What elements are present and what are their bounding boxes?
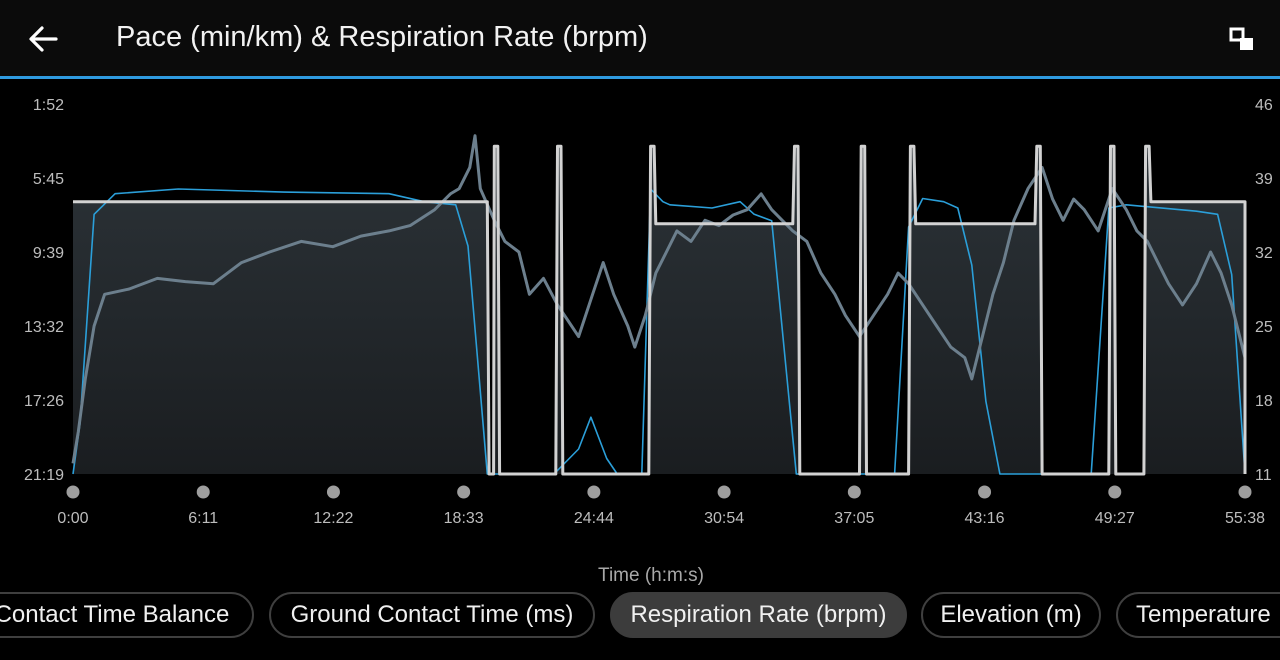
x-tick-label: 24:44 xyxy=(574,510,614,527)
page-title: Pace (min/km) & Respiration Rate (brpm) xyxy=(116,21,648,53)
y-left-tick-label: 1:52 xyxy=(33,97,64,114)
x-tick-label: 6:11 xyxy=(188,510,218,527)
app-header: Pace (min/km) & Respiration Rate (brpm) xyxy=(0,0,1280,78)
chip-label: Ground Contact Time (ms) xyxy=(290,601,574,628)
x-axis-label: Time (h:m:s) xyxy=(598,565,704,586)
y-right-tick-label: 11 xyxy=(1255,467,1272,484)
x-tick-dot xyxy=(196,485,210,499)
y-right-tick-label: 18 xyxy=(1255,393,1273,410)
y-right-tick-label: 46 xyxy=(1255,97,1273,114)
expand-button[interactable] xyxy=(1222,22,1262,58)
x-tick-label: 30:54 xyxy=(704,510,744,527)
metric-chip-row: Contact Time Balance Ground Contact Time… xyxy=(0,592,1280,642)
chip-label: Respiration Rate (brpm) xyxy=(630,601,887,628)
expand-icon xyxy=(1229,27,1253,50)
x-tick-dot xyxy=(1238,485,1252,499)
y-left-tick-label: 9:39 xyxy=(33,245,64,262)
chip-contact-time-balance[interactable]: Contact Time Balance xyxy=(0,592,254,638)
x-tick-label: 55:38 xyxy=(1225,510,1265,527)
chip-respiration-rate[interactable]: Respiration Rate (brpm) xyxy=(610,592,907,638)
series-lap-line xyxy=(73,144,1247,476)
chart-area[interactable]: 1:52 5:45 9:39 13:32 17:26 21:19 46 39 32 25 18 11 0… xyxy=(0,79,1280,609)
chip-ground-contact-time[interactable]: Ground Contact Time (ms) xyxy=(269,592,595,638)
x-tick-dot xyxy=(457,485,471,499)
chip-temperature[interactable]: Temperature xyxy=(1116,592,1280,638)
x-tick-dot xyxy=(847,485,861,499)
back-arrow-icon xyxy=(29,26,58,52)
x-tick-label: 12:22 xyxy=(313,510,353,527)
y-right-tick-label: 32 xyxy=(1255,245,1273,262)
y-right-tick-label: 39 xyxy=(1255,171,1273,188)
y-left-tick-label: 21:19 xyxy=(24,467,64,484)
x-tick-dot xyxy=(66,485,80,499)
back-button[interactable] xyxy=(22,18,68,60)
x-tick-label: 49:27 xyxy=(1095,510,1135,527)
x-tick-dot xyxy=(587,485,601,499)
y-left-tick-label: 13:32 xyxy=(24,319,64,336)
y-right-tick-label: 25 xyxy=(1255,319,1273,336)
header-divider xyxy=(0,76,1280,79)
x-tick-label: 37:05 xyxy=(834,510,874,527)
x-tick-dot xyxy=(326,485,340,499)
x-tick-label: 43:16 xyxy=(965,510,1005,527)
chip-elevation[interactable]: Elevation (m) xyxy=(921,592,1101,638)
x-tick-dot xyxy=(717,485,731,499)
x-tick-label: 18:33 xyxy=(444,510,484,527)
pace-respiration-chart[interactable]: 1:52 5:45 9:39 13:32 17:26 21:19 46 39 32 25 18 11 0… xyxy=(0,79,1280,609)
series-respiration-line xyxy=(71,134,1247,464)
x-tick-label: 0:00 xyxy=(57,510,88,527)
y-left-tick-label: 17:26 xyxy=(24,393,64,410)
x-tick-dot xyxy=(1108,485,1122,499)
chip-label: Temperature xyxy=(1136,601,1271,628)
x-tick-dot xyxy=(978,485,992,499)
chip-label: Elevation (m) xyxy=(940,601,1082,628)
y-left-tick-label: 5:45 xyxy=(33,171,64,188)
chip-label: Contact Time Balance xyxy=(0,601,230,628)
lap-area-fill xyxy=(73,146,1245,474)
